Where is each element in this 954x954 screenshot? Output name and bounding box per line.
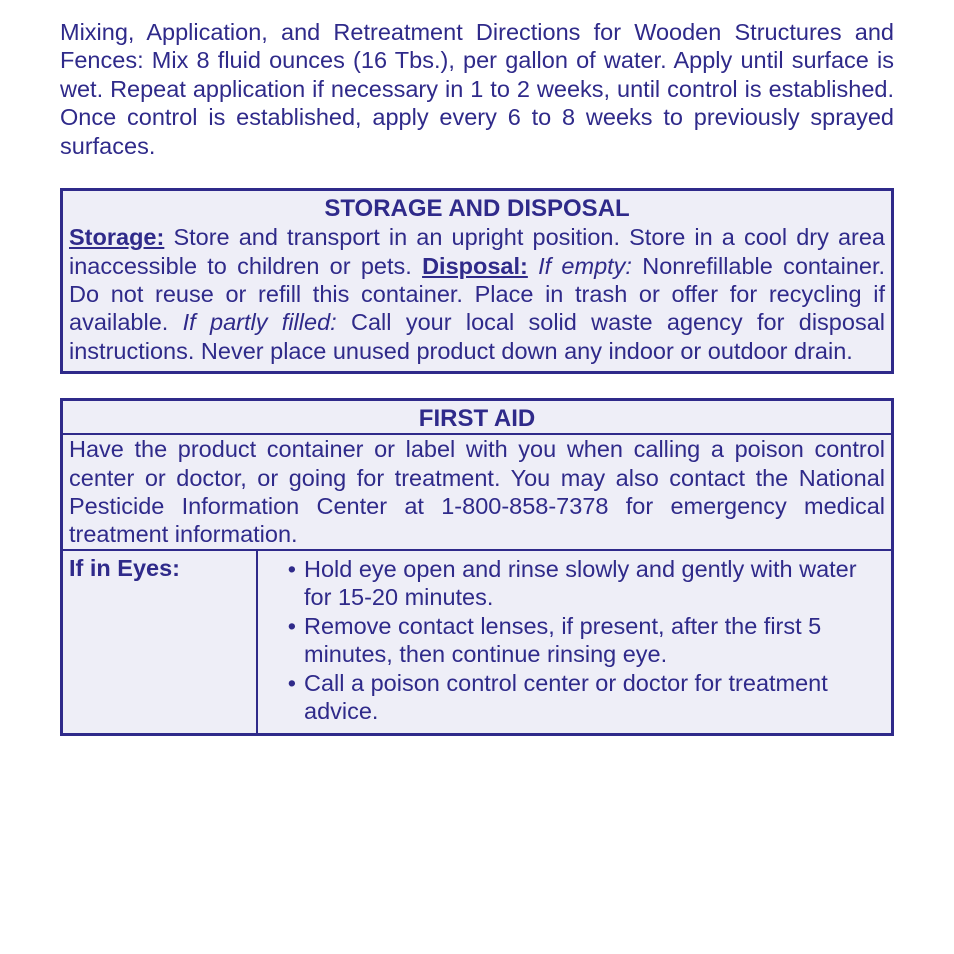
storage-disposal-box: STORAGE AND DISPOSAL Storage: Store and … bbox=[60, 188, 894, 374]
bullet-row: • Remove contact lenses, if present, aft… bbox=[264, 612, 885, 669]
storage-body: Storage: Store and transport in an uprig… bbox=[63, 223, 891, 371]
if-empty-label: If empty: bbox=[528, 253, 642, 279]
bullet-row: • Call a poison control center or doctor… bbox=[264, 669, 885, 726]
storage-title: STORAGE AND DISPOSAL bbox=[63, 191, 891, 223]
first-aid-title: FIRST AID bbox=[63, 401, 891, 435]
first-aid-head: Have the product container or label with… bbox=[63, 435, 891, 551]
disposal-label: Disposal: bbox=[422, 253, 528, 279]
if-in-eyes-label: If in Eyes: bbox=[63, 551, 258, 734]
if-in-eyes-steps: • Hold eye open and rinse slowly and gen… bbox=[258, 551, 891, 734]
bullet-text: Hold eye open and rinse slowly and gentl… bbox=[304, 555, 885, 612]
bullet-row: • Hold eye open and rinse slowly and gen… bbox=[264, 555, 885, 612]
intro-paragraph: Mixing, Application, and Retreatment Dir… bbox=[60, 18, 894, 160]
storage-label: Storage: bbox=[69, 224, 164, 250]
first-aid-row: If in Eyes: • Hold eye open and rinse sl… bbox=[63, 551, 891, 734]
first-aid-box: FIRST AID Have the product container or … bbox=[60, 398, 894, 736]
bullet-text: Call a poison control center or doctor f… bbox=[304, 669, 885, 726]
bullet-icon: • bbox=[264, 555, 304, 612]
if-partly-label: If partly filled: bbox=[183, 309, 351, 335]
bullet-text: Remove contact lenses, if present, after… bbox=[304, 612, 885, 669]
bullet-icon: • bbox=[264, 669, 304, 726]
bullet-icon: • bbox=[264, 612, 304, 669]
